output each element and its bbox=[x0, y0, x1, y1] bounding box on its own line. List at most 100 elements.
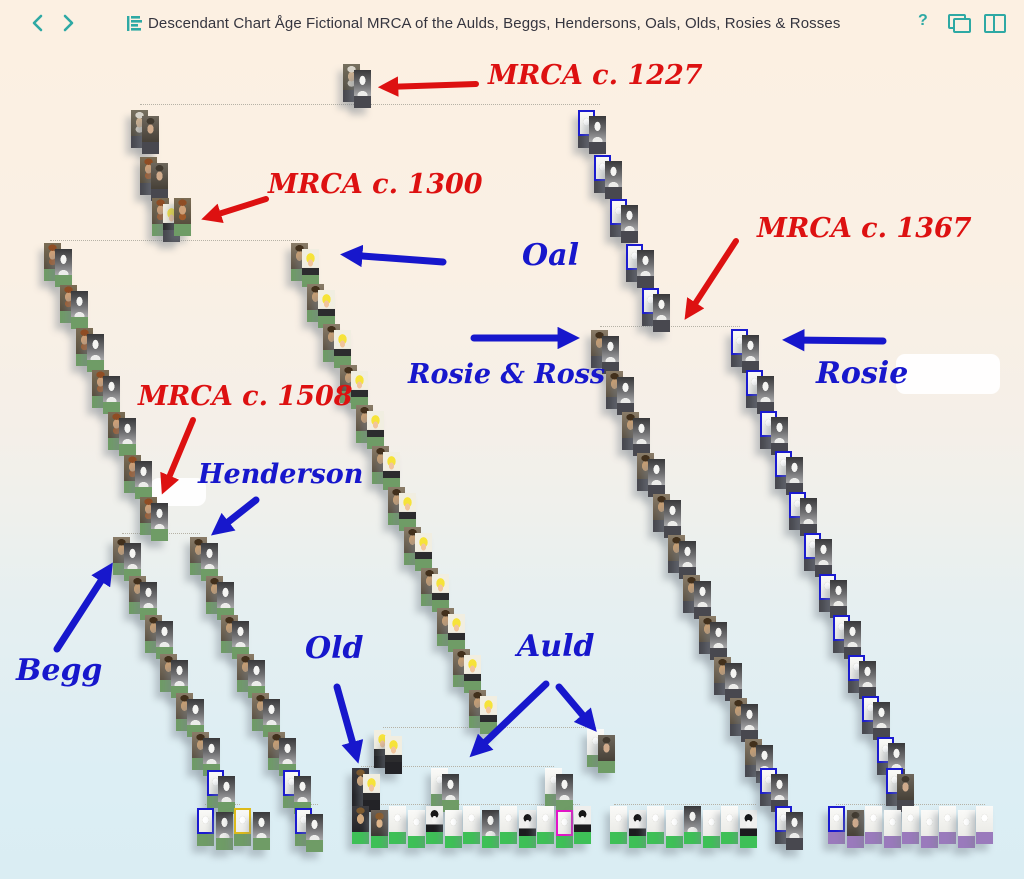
person-card[interactable] bbox=[171, 659, 189, 698]
person-card[interactable] bbox=[426, 806, 443, 844]
person-card[interactable] bbox=[785, 457, 803, 496]
person-card[interactable] bbox=[151, 502, 168, 541]
columns-icon[interactable] bbox=[984, 14, 1006, 33]
person-card[interactable] bbox=[302, 249, 319, 287]
person-card[interactable] bbox=[865, 806, 882, 844]
person-card[interactable] bbox=[653, 294, 670, 332]
person-card[interactable] bbox=[709, 622, 727, 661]
person-card[interactable] bbox=[444, 810, 462, 848]
person-card[interactable] bbox=[976, 806, 993, 844]
back-button[interactable] bbox=[31, 13, 49, 33]
person-card[interactable] bbox=[679, 540, 696, 579]
person-card[interactable] bbox=[385, 736, 402, 774]
name-band bbox=[407, 836, 425, 848]
name-band bbox=[828, 832, 845, 844]
person-card[interactable] bbox=[354, 70, 371, 108]
person-card[interactable] bbox=[415, 533, 433, 572]
person-card[interactable] bbox=[352, 806, 369, 844]
person-card[interactable] bbox=[151, 163, 168, 201]
person-card[interactable] bbox=[155, 620, 173, 659]
person-card[interactable] bbox=[500, 806, 517, 844]
person-card[interactable] bbox=[464, 655, 481, 693]
person-card[interactable] bbox=[480, 695, 498, 734]
person-card[interactable] bbox=[481, 810, 499, 848]
person-card[interactable] bbox=[589, 116, 606, 154]
person-card[interactable] bbox=[702, 810, 720, 848]
person-card[interactable] bbox=[647, 806, 664, 844]
person-card[interactable] bbox=[334, 330, 352, 369]
person-card[interactable] bbox=[407, 810, 425, 848]
person-card[interactable] bbox=[663, 499, 681, 538]
person-card[interactable] bbox=[55, 249, 72, 287]
person-card[interactable] bbox=[87, 333, 104, 372]
person-card[interactable] bbox=[721, 806, 738, 844]
person-card[interactable] bbox=[366, 411, 384, 450]
person-card[interactable] bbox=[216, 582, 234, 620]
person-card[interactable] bbox=[71, 291, 88, 330]
person-card[interactable] bbox=[725, 663, 743, 702]
person-card[interactable] bbox=[383, 452, 400, 490]
person-card[interactable] bbox=[306, 814, 323, 852]
person-card[interactable] bbox=[463, 806, 480, 844]
person-card[interactable] bbox=[135, 460, 152, 499]
person-card[interactable] bbox=[632, 417, 650, 456]
person-card[interactable] bbox=[756, 375, 774, 414]
person-card[interactable] bbox=[442, 774, 459, 812]
person-card[interactable] bbox=[447, 614, 465, 653]
forward-button[interactable] bbox=[61, 13, 79, 33]
help-button[interactable]: ? bbox=[918, 12, 928, 29]
person-card[interactable] bbox=[318, 289, 336, 328]
person-card[interactable] bbox=[431, 573, 449, 612]
person-card[interactable] bbox=[920, 810, 938, 848]
person-card[interactable] bbox=[518, 810, 536, 848]
person-card[interactable] bbox=[610, 806, 627, 844]
person-card[interactable] bbox=[142, 116, 159, 154]
person-card[interactable] bbox=[739, 810, 757, 848]
person-card[interactable] bbox=[844, 620, 862, 659]
person-card[interactable] bbox=[598, 735, 615, 773]
person-card[interactable] bbox=[370, 810, 388, 848]
person-card[interactable] bbox=[119, 418, 136, 457]
person-card[interactable] bbox=[389, 806, 406, 844]
person-card[interactable] bbox=[694, 581, 712, 620]
person-card[interactable] bbox=[174, 198, 191, 236]
person-card[interactable] bbox=[139, 581, 157, 620]
person-card[interactable] bbox=[684, 806, 701, 844]
person-card[interactable] bbox=[846, 810, 864, 848]
person-card[interactable] bbox=[858, 661, 876, 700]
person-card[interactable] bbox=[234, 808, 251, 846]
person-card[interactable] bbox=[218, 776, 235, 814]
person-card[interactable] bbox=[215, 812, 233, 850]
person-card[interactable] bbox=[556, 774, 573, 812]
person-card[interactable] bbox=[555, 810, 573, 848]
person-card[interactable] bbox=[939, 806, 956, 844]
person-card[interactable] bbox=[350, 370, 368, 409]
person-card[interactable] bbox=[828, 806, 845, 844]
person-card[interactable] bbox=[537, 806, 554, 844]
person-card[interactable] bbox=[648, 458, 666, 497]
person-card[interactable] bbox=[883, 810, 901, 848]
person-card[interactable] bbox=[815, 539, 832, 577]
person-card[interactable] bbox=[873, 702, 891, 741]
person-card[interactable] bbox=[628, 810, 646, 848]
person-card[interactable] bbox=[637, 249, 654, 288]
person-card[interactable] bbox=[786, 812, 803, 850]
person-card[interactable] bbox=[197, 808, 214, 846]
person-card[interactable] bbox=[771, 416, 789, 455]
person-card[interactable] bbox=[103, 375, 120, 414]
overlapping-windows-icon[interactable] bbox=[948, 14, 971, 33]
person-card[interactable] bbox=[252, 812, 270, 850]
person-card[interactable] bbox=[800, 498, 818, 537]
person-card[interactable] bbox=[621, 205, 638, 243]
person-card[interactable] bbox=[574, 806, 591, 844]
person-card[interactable] bbox=[665, 810, 683, 848]
person-card[interactable] bbox=[399, 492, 417, 531]
person-card[interactable] bbox=[957, 810, 975, 848]
person-card[interactable] bbox=[742, 335, 759, 373]
person-card[interactable] bbox=[902, 806, 919, 844]
person-card[interactable] bbox=[829, 579, 847, 618]
person-card[interactable] bbox=[605, 160, 622, 199]
person-card[interactable] bbox=[740, 704, 758, 743]
person-card[interactable] bbox=[617, 376, 635, 415]
